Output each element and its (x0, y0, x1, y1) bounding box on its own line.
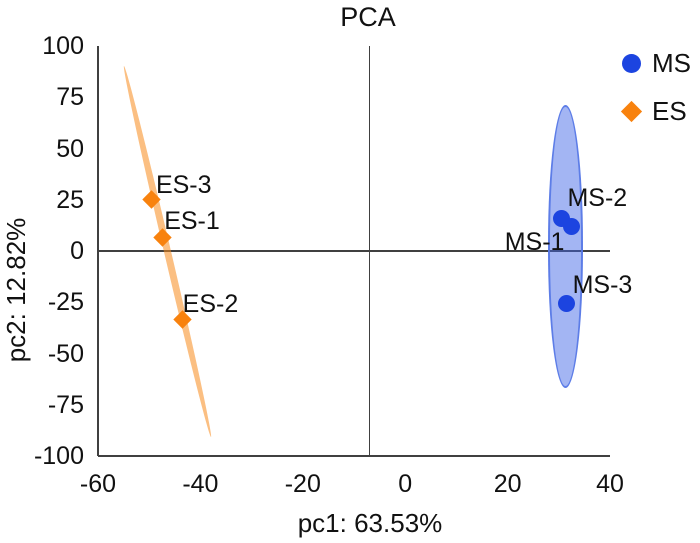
chart-title: PCA (340, 2, 396, 32)
x-tick-label: 40 (596, 470, 624, 498)
x-tick-label: -40 (182, 470, 219, 498)
y-tick-label: 100 (42, 32, 84, 60)
x-tick-label: -20 (284, 470, 321, 498)
horizontal-zero-line (98, 250, 610, 252)
x-tick-label: -60 (79, 470, 117, 498)
y-tick-label: -75 (47, 390, 84, 419)
x-tick-label: 0 (398, 470, 413, 498)
legend-item-es: ES (620, 95, 691, 126)
point-label-es-1: ES-1 (164, 206, 220, 235)
point-label-es-2: ES-2 (182, 289, 239, 318)
y-tick-label: -50 (47, 339, 84, 368)
legend-item-ms: MS (622, 48, 691, 78)
y-tick-label: 50 (56, 134, 84, 163)
x-tick-label: 20 (493, 470, 522, 498)
ms-confidence-ellipse (547, 105, 584, 389)
point-label-ms-3: MS-3 (572, 271, 633, 300)
legend-label-es: ES (652, 95, 687, 126)
y-tick-label: -25 (47, 288, 84, 317)
legend: MS ES (620, 48, 691, 126)
point-label-ms-2: MS-2 (567, 184, 628, 213)
point-label-es-3: ES-3 (155, 170, 212, 199)
ms-circle-icon (622, 53, 641, 73)
legend-label-ms: MS (652, 47, 691, 78)
scatter-point-ms-2 (552, 209, 570, 227)
x-axis-line (98, 455, 610, 457)
y-tick-label: 25 (56, 185, 84, 214)
es-confidence-ellipse (120, 65, 215, 439)
y-tick-label: -100 (33, 442, 84, 470)
y-tick-label: 75 (56, 83, 84, 112)
x-axis-title: pc1: 63.53% (297, 508, 443, 538)
y-tick-label: 0 (70, 237, 84, 265)
point-label-ms-1: MS-1 (504, 228, 565, 257)
es-diamond-icon (620, 100, 643, 122)
scatter-point-ms-3 (557, 294, 575, 312)
